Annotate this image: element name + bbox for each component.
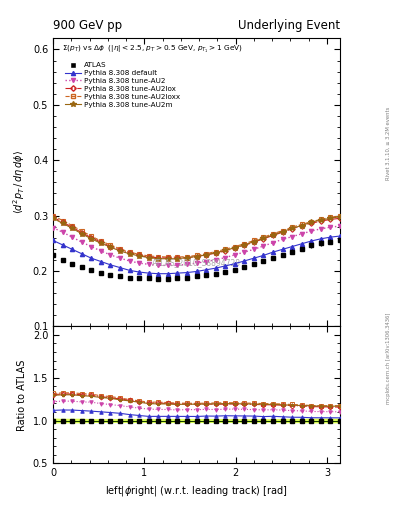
Text: mcplots.cern.ch [arXiv:1306.3436]: mcplots.cern.ch [arXiv:1306.3436] bbox=[386, 313, 391, 404]
Text: ATLAS_2010_S8894728: ATLAS_2010_S8894728 bbox=[152, 259, 241, 267]
Y-axis label: $\langle d^2 p_T\,/\,d\eta\,d\phi \rangle$: $\langle d^2 p_T\,/\,d\eta\,d\phi \rangl… bbox=[11, 151, 27, 215]
Text: Underlying Event: Underlying Event bbox=[238, 19, 340, 32]
Legend: ATLAS, Pythia 8.308 default, Pythia 8.308 tune-AU2, Pythia 8.308 tune-AU2lox, Py: ATLAS, Pythia 8.308 default, Pythia 8.30… bbox=[65, 62, 180, 108]
Text: Rivet 3.1.10, ≥ 3.2M events: Rivet 3.1.10, ≥ 3.2M events bbox=[386, 106, 391, 180]
Y-axis label: Ratio to ATLAS: Ratio to ATLAS bbox=[17, 359, 27, 431]
X-axis label: left|$\phi$right| (w.r.t. leading track) [rad]: left|$\phi$right| (w.r.t. leading track)… bbox=[105, 484, 288, 498]
Text: $\Sigma(p_T)$ vs $\Delta\phi$  ($|\eta| < 2.5$, $p_T > 0.5$ GeV, $p_{T_1} > 1$ G: $\Sigma(p_T)$ vs $\Delta\phi$ ($|\eta| <… bbox=[62, 44, 243, 55]
Text: 900 GeV pp: 900 GeV pp bbox=[53, 19, 122, 32]
